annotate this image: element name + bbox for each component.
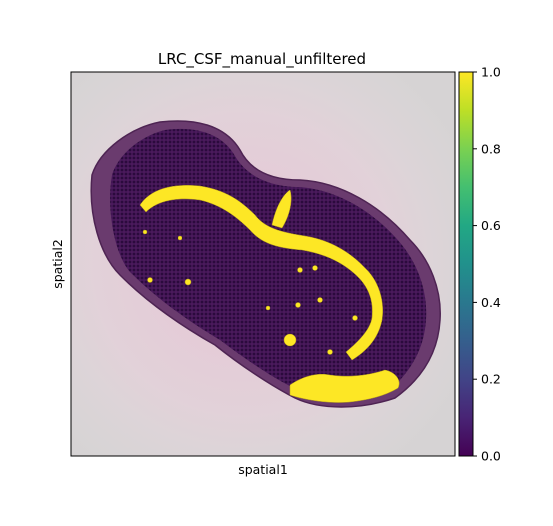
colorbar-tick-label: 0.2 bbox=[481, 372, 501, 387]
spots-value-1 bbox=[139, 185, 400, 403]
colorbar-tick-label: 0.6 bbox=[481, 218, 501, 233]
chart-title: LRC_CSF_manual_unfiltered bbox=[158, 50, 366, 69]
colorbar-ticks: 0.0 0.2 0.4 0.6 0.8 1.0 bbox=[473, 65, 501, 464]
colorbar-gradient bbox=[458, 71, 474, 457]
colorbar-tick-label: 0.8 bbox=[481, 141, 501, 156]
colorbar: 0.0 0.2 0.4 0.6 0.8 1.0 bbox=[458, 65, 501, 464]
y-axis-label: spatial2 bbox=[50, 239, 65, 289]
colorbar-tick-label: 1.0 bbox=[481, 65, 501, 80]
colorbar-tick-label: 0.4 bbox=[481, 295, 501, 310]
plot-frame bbox=[70, 71, 456, 457]
colorbar-tick-label: 0.0 bbox=[481, 449, 501, 464]
plot-area bbox=[71, 72, 455, 456]
x-axis-label: spatial1 bbox=[238, 462, 288, 477]
